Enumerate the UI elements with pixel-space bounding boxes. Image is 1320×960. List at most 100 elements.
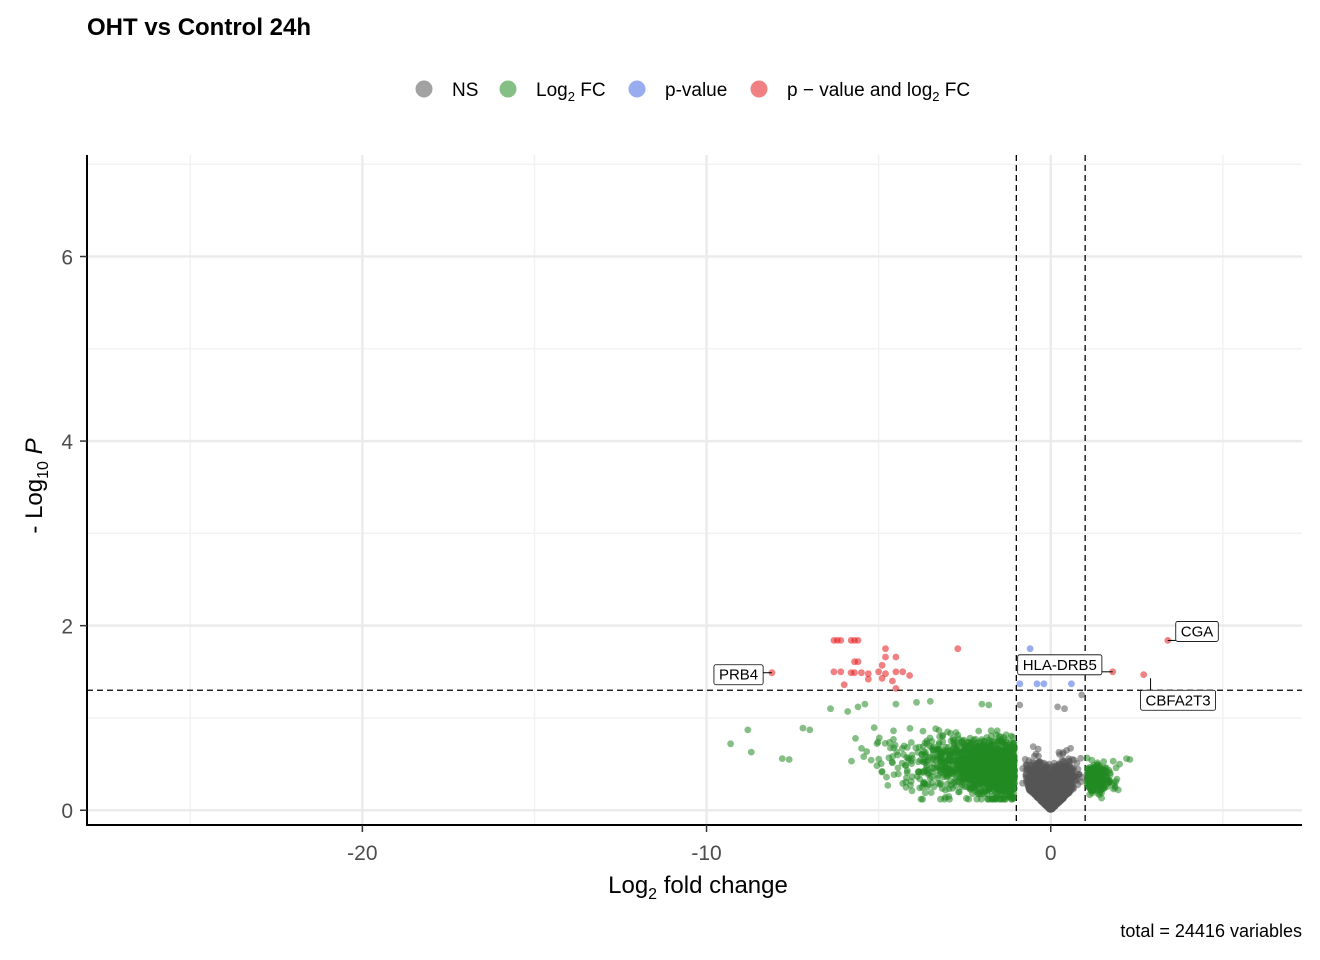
ns-point bbox=[1067, 744, 1074, 752]
fc-point bbox=[904, 756, 912, 763]
fc-point bbox=[999, 787, 1006, 795]
fc-point bbox=[944, 743, 952, 751]
gene-label-text: PRB4 bbox=[719, 667, 758, 684]
fc-point bbox=[987, 727, 995, 735]
fc-point bbox=[1111, 784, 1119, 792]
fc-point bbox=[867, 756, 875, 764]
fc-point bbox=[969, 738, 977, 746]
p-point bbox=[1026, 645, 1034, 653]
caption: total = 24416 variables bbox=[1120, 921, 1302, 941]
fc-point bbox=[961, 745, 969, 753]
fc-point bbox=[900, 751, 907, 758]
fc-point bbox=[925, 781, 932, 788]
cutoff-lines bbox=[87, 155, 1302, 825]
fc-point bbox=[913, 773, 921, 780]
ns-point bbox=[1070, 764, 1077, 772]
fc-point bbox=[926, 697, 934, 705]
legend-item-both: p − value and log2 FC bbox=[750, 80, 970, 104]
fc-point bbox=[977, 775, 985, 782]
y-tick-label: 4 bbox=[61, 431, 73, 454]
fc-point bbox=[978, 700, 986, 708]
fc-point bbox=[987, 787, 994, 795]
both-point bbox=[889, 677, 896, 685]
legend-item-fc: Log2 FC bbox=[499, 80, 606, 104]
fc-point bbox=[1096, 788, 1104, 796]
legend-marker bbox=[499, 80, 517, 98]
both-point bbox=[899, 668, 907, 676]
both-point bbox=[878, 661, 886, 669]
fc-point bbox=[1006, 788, 1014, 795]
fc-point bbox=[898, 745, 906, 752]
fc-point bbox=[916, 784, 924, 792]
ns-point bbox=[1047, 794, 1054, 802]
fc-point bbox=[985, 701, 993, 709]
fc-point bbox=[903, 769, 911, 776]
legend-label: Log2 FC bbox=[536, 80, 606, 104]
both-point bbox=[892, 668, 900, 676]
ns-point bbox=[1029, 773, 1036, 781]
ns-point bbox=[1045, 779, 1053, 787]
fc-point bbox=[785, 756, 793, 763]
fc-point bbox=[964, 765, 971, 773]
fc-point bbox=[934, 779, 942, 787]
gene-label: PRB4 bbox=[713, 664, 772, 686]
fc-point bbox=[1101, 783, 1108, 791]
fc-point bbox=[964, 783, 971, 791]
fc-point bbox=[999, 778, 1006, 786]
fc-point bbox=[893, 748, 901, 756]
fc-point bbox=[939, 733, 946, 740]
ns-point bbox=[1032, 765, 1040, 772]
fc-point bbox=[858, 745, 865, 752]
fc-point bbox=[947, 781, 955, 789]
fc-point bbox=[883, 773, 890, 781]
both-point bbox=[858, 669, 865, 677]
gene-label: HLA-DRB5 bbox=[1017, 654, 1113, 676]
p-point bbox=[1068, 680, 1075, 688]
ns-point bbox=[1050, 799, 1057, 807]
fc-point bbox=[962, 771, 970, 779]
fc-point bbox=[965, 795, 972, 803]
gene-labels: CGA HLA-DRB5 CBFA2T3 PRB4 bbox=[713, 621, 1219, 711]
fc-point bbox=[987, 771, 995, 779]
both-point bbox=[892, 653, 900, 661]
fc-point bbox=[863, 748, 871, 755]
fc-point bbox=[978, 795, 985, 803]
ns-point bbox=[1027, 787, 1035, 794]
fc-point bbox=[744, 726, 752, 734]
gene-label: CBFA2T3 bbox=[1140, 678, 1216, 711]
fc-point bbox=[854, 703, 862, 711]
gene-label-text: CGA bbox=[1181, 623, 1214, 640]
fc-point bbox=[976, 765, 984, 773]
p-point bbox=[1016, 680, 1024, 688]
legend-label: p − value and log2 FC bbox=[787, 80, 970, 104]
fc-point bbox=[980, 751, 988, 758]
fc-point bbox=[1100, 778, 1108, 786]
fc-point bbox=[860, 753, 868, 760]
fc-point bbox=[954, 748, 962, 756]
both-point bbox=[837, 637, 845, 644]
fc-point bbox=[884, 782, 892, 789]
ns-point bbox=[1064, 777, 1071, 784]
fc-point bbox=[906, 725, 914, 732]
fc-point bbox=[939, 755, 947, 763]
fc-point bbox=[935, 727, 943, 734]
fc-point bbox=[919, 758, 927, 765]
fc-point bbox=[1109, 757, 1117, 765]
ns-point bbox=[1034, 772, 1042, 779]
fc-point bbox=[975, 727, 983, 735]
ns-point bbox=[1055, 791, 1063, 799]
fc-point bbox=[912, 744, 920, 752]
fc-point bbox=[1093, 772, 1101, 780]
fc-point bbox=[958, 738, 965, 746]
fc-point bbox=[993, 743, 1001, 751]
fc-point bbox=[848, 757, 855, 765]
grid bbox=[87, 155, 1302, 825]
ns-point bbox=[1063, 788, 1071, 795]
fc-point bbox=[926, 734, 934, 742]
fc-point bbox=[806, 726, 814, 734]
gene-label: CGA bbox=[1167, 621, 1219, 642]
ns-point bbox=[1074, 770, 1082, 778]
legend-label: p-value bbox=[665, 80, 727, 101]
fc-point bbox=[957, 767, 965, 775]
